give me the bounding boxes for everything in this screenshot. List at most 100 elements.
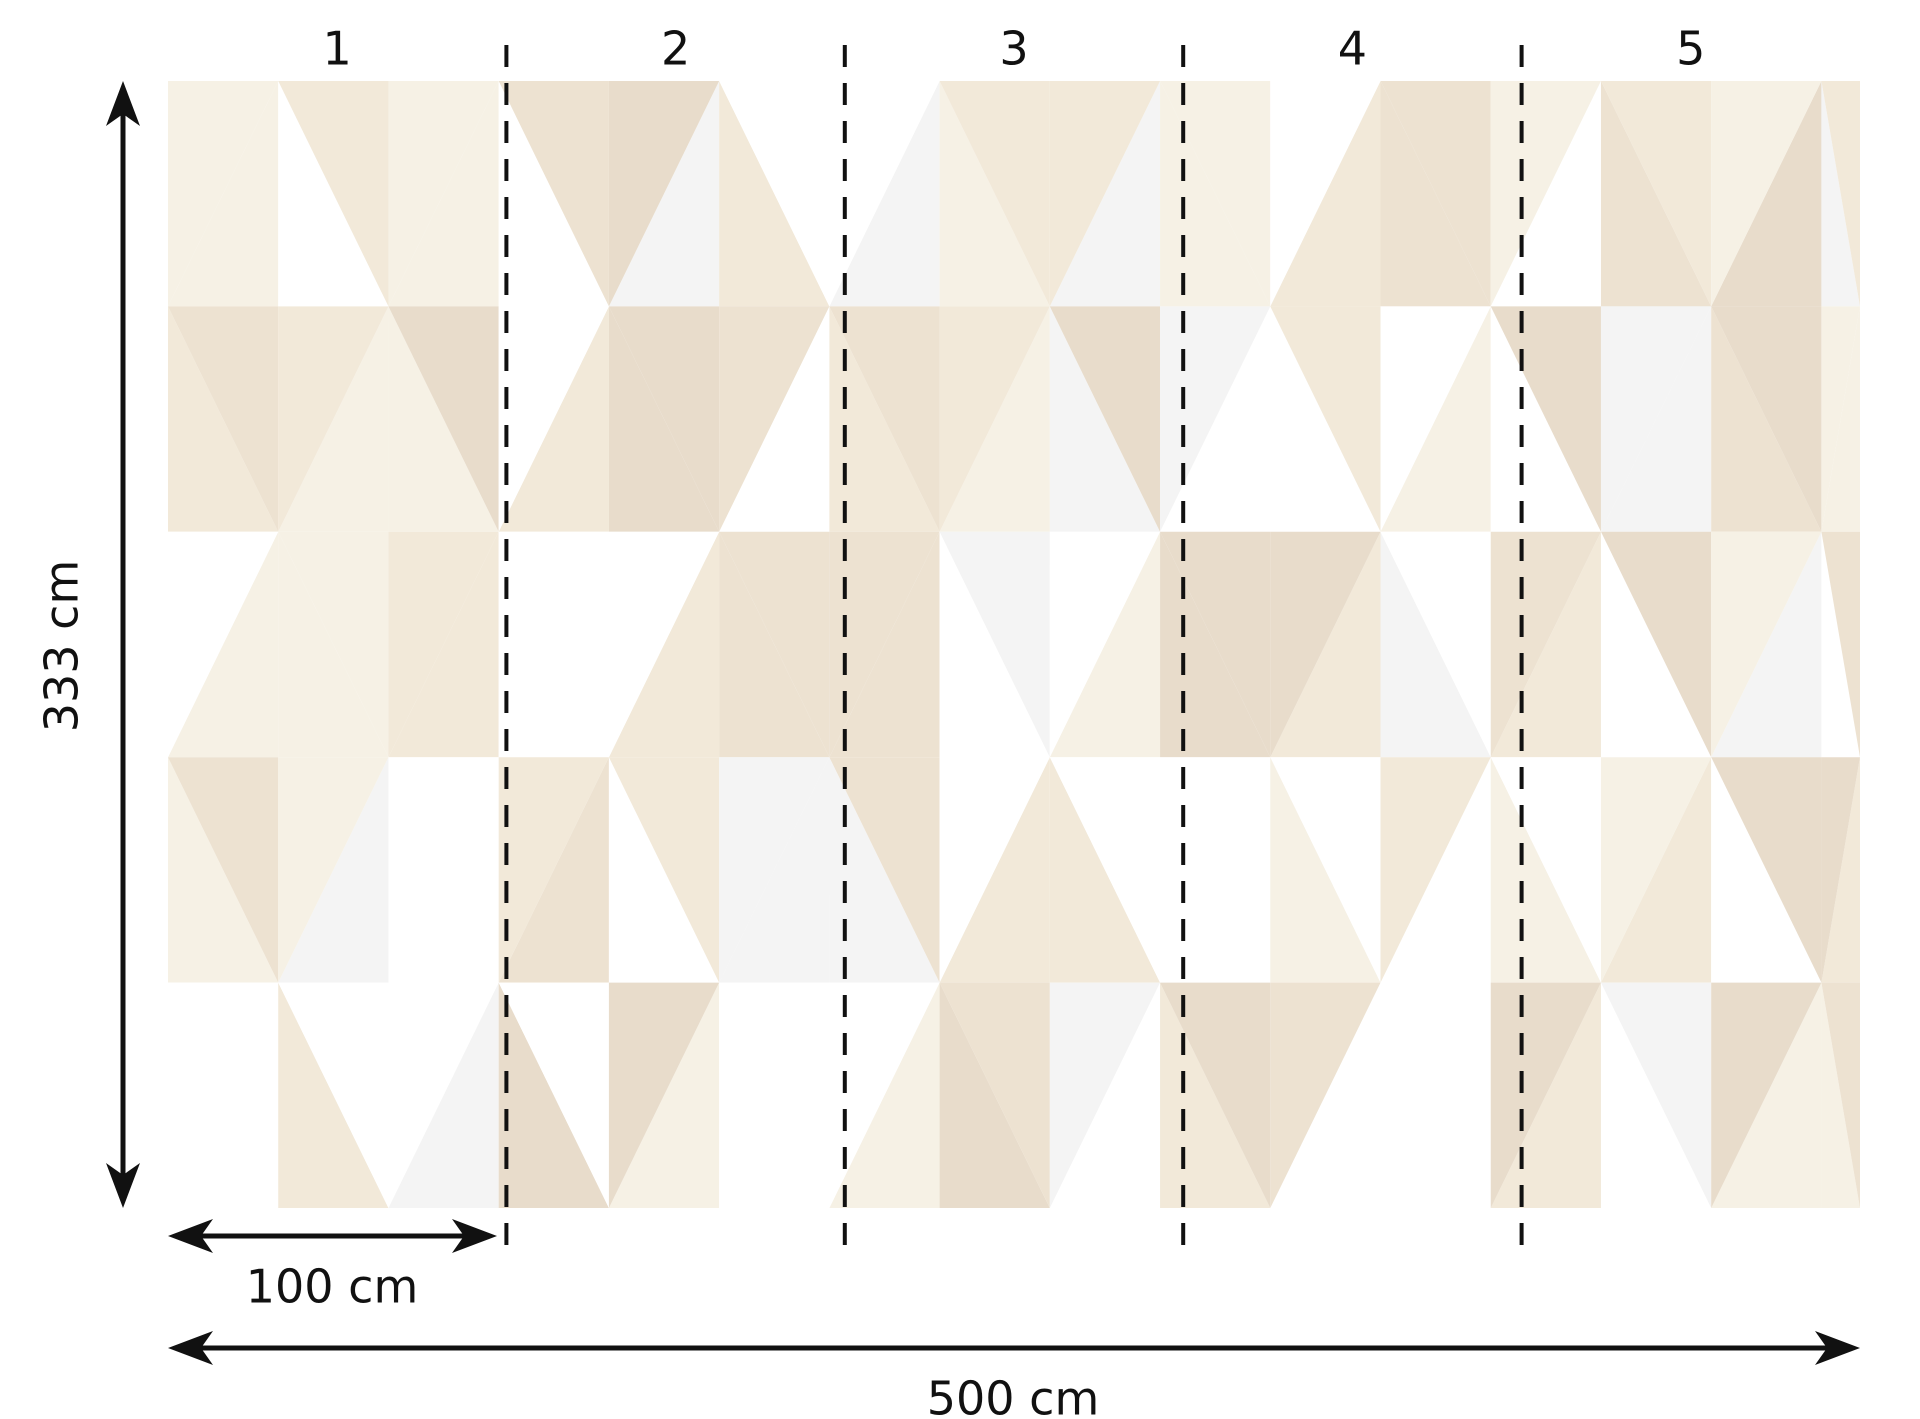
panel-label: 1 [323, 22, 352, 76]
triangle [939, 982, 1050, 1208]
height-arrow [106, 81, 140, 1208]
triangle [278, 982, 389, 1208]
total-width-arrow [168, 1331, 1860, 1365]
triangle [1821, 982, 1860, 1208]
triangle [278, 81, 389, 307]
panel-width-label: 100 cm [246, 1260, 419, 1314]
triangle [498, 81, 609, 307]
triangle [1600, 757, 1712, 983]
triangle [719, 306, 830, 532]
triangle [829, 306, 940, 532]
triangle [829, 757, 940, 983]
triangle [1270, 757, 1381, 983]
triangle [1380, 757, 1491, 983]
triangle [388, 306, 499, 532]
triangle [719, 982, 830, 1208]
triangle [1270, 306, 1381, 532]
triangle [1049, 982, 1161, 1208]
triangle [1600, 982, 1712, 1208]
triangle [1821, 531, 1860, 758]
triangle [1270, 982, 1381, 1208]
triangle [719, 757, 830, 983]
triangle [1600, 982, 1712, 1208]
triangle [1711, 757, 1822, 983]
triangle [1049, 81, 1161, 307]
triangle [939, 81, 1050, 307]
triangle [1600, 306, 1712, 532]
triangle [1380, 306, 1491, 532]
triangle [1160, 306, 1271, 532]
triangle [829, 531, 940, 758]
triangle [1160, 982, 1271, 1208]
triangle [498, 81, 609, 307]
triangle [1711, 982, 1822, 1208]
triangle [939, 757, 1050, 983]
triangle [1711, 982, 1822, 1208]
triangle [1380, 531, 1491, 758]
triangle [1490, 982, 1601, 1208]
triangle [719, 982, 830, 1208]
triangle [388, 757, 499, 983]
panel-label: 5 [1676, 22, 1705, 76]
triangle [608, 757, 720, 983]
triangle [168, 306, 279, 532]
triangle [168, 982, 279, 1208]
triangle [1600, 306, 1712, 532]
triangle [1821, 757, 1860, 983]
triangle [498, 531, 609, 758]
triangle [939, 757, 1050, 983]
triangle [388, 757, 499, 983]
triangle [829, 306, 940, 532]
triangle [278, 531, 389, 758]
triangle [498, 306, 609, 532]
triangle [1160, 531, 1271, 758]
triangle [1490, 757, 1601, 983]
triangle [1270, 531, 1381, 758]
triangle [608, 982, 720, 1208]
triangle [498, 982, 609, 1208]
triangle [1711, 306, 1822, 532]
triangle [278, 306, 389, 532]
triangle [278, 757, 389, 983]
total-width-label: 500 cm [927, 1372, 1100, 1419]
panel-width-arrow [168, 1219, 497, 1253]
triangle [608, 982, 720, 1208]
height-label: 333 cm [35, 560, 89, 733]
panel-labels: 1 2 3 4 5 [323, 22, 1706, 76]
triangle [1821, 982, 1860, 1208]
triangle [388, 81, 499, 307]
triangle [1821, 306, 1860, 532]
triangle [168, 757, 279, 983]
panel-label: 4 [1338, 22, 1367, 76]
triangle [388, 531, 499, 758]
triangle [498, 531, 609, 758]
triangle [388, 982, 499, 1208]
triangle [608, 81, 720, 307]
triangle [278, 982, 389, 1208]
triangle [939, 982, 1050, 1208]
triangle [1600, 531, 1712, 758]
triangle [1380, 982, 1491, 1208]
triangle [498, 982, 609, 1208]
triangle [1821, 81, 1860, 307]
triangle [1270, 982, 1381, 1208]
triangle [1711, 81, 1822, 307]
triangle [278, 81, 389, 307]
triangle [1380, 757, 1491, 983]
triangle [1049, 757, 1161, 983]
triangle [1049, 757, 1161, 983]
triangle [498, 757, 609, 983]
triangle [1380, 982, 1491, 1208]
triangle [1711, 757, 1822, 983]
panel-seams [504, 45, 1524, 1245]
triangle [1490, 531, 1601, 758]
triangle [1049, 306, 1161, 532]
triangle [719, 81, 830, 307]
triangle [168, 81, 279, 307]
triangle [829, 81, 940, 307]
triangle [719, 531, 830, 758]
triangle [939, 306, 1050, 532]
triangle [1380, 81, 1491, 307]
triangle [1160, 306, 1271, 532]
